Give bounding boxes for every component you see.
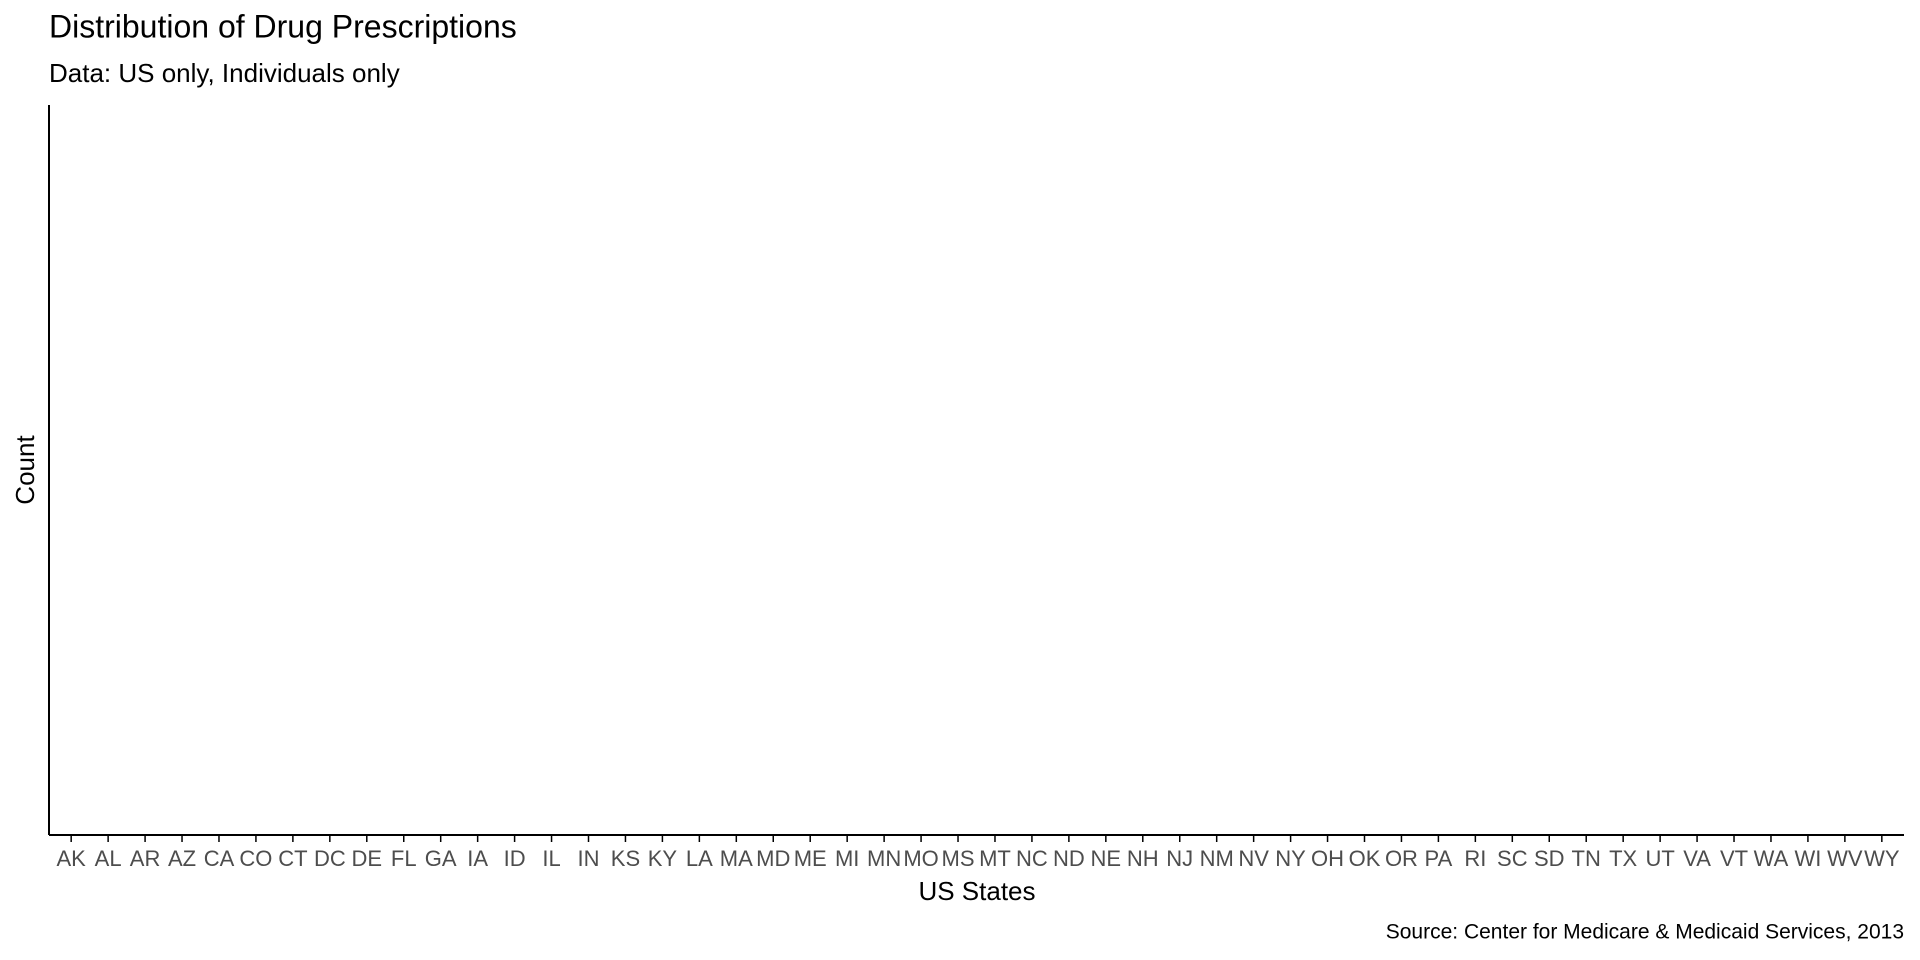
x-tick-label: NE	[1091, 846, 1122, 871]
x-tick-label: DC	[314, 846, 346, 871]
x-tick-label: WA	[1754, 846, 1789, 871]
x-tick-label: OR	[1385, 846, 1418, 871]
x-tick-label: LA	[686, 846, 713, 871]
x-tick-label: IA	[467, 846, 488, 871]
x-tick-label: ND	[1053, 846, 1085, 871]
x-tick-label: UT	[1645, 846, 1674, 871]
x-tick-label: PA	[1425, 846, 1453, 871]
x-tick-label: SC	[1497, 846, 1528, 871]
x-tick-label: AL	[95, 846, 122, 871]
x-tick-label: FL	[391, 846, 417, 871]
x-tick-label: RI	[1464, 846, 1486, 871]
x-tick-label: WY	[1864, 846, 1900, 871]
x-axis-title: US States	[918, 876, 1035, 906]
x-tick-label: TX	[1609, 846, 1637, 871]
x-tick-label: MO	[903, 846, 938, 871]
x-tick-label: NY	[1275, 846, 1306, 871]
x-tick-label: KY	[648, 846, 678, 871]
x-tick-label: NC	[1016, 846, 1048, 871]
x-tick-label: MD	[756, 846, 790, 871]
x-tick-label: NH	[1127, 846, 1159, 871]
x-tick-label: KS	[611, 846, 640, 871]
chart-subtitle: Data: US only, Individuals only	[49, 58, 400, 88]
x-tick-label: AR	[130, 846, 161, 871]
x-tick-label: OH	[1311, 846, 1344, 871]
x-tick-label: MI	[835, 846, 859, 871]
y-axis-title: Count	[10, 435, 40, 505]
x-tick-label: MT	[979, 846, 1011, 871]
x-tick-label: GA	[425, 846, 457, 871]
x-tick-label: AZ	[168, 846, 196, 871]
x-tick-label: OK	[1349, 846, 1381, 871]
x-tick-label: CO	[239, 846, 272, 871]
x-tick-label: IN	[578, 846, 600, 871]
x-tick-label: NM	[1200, 846, 1234, 871]
caption: Source: Center for Medicare & Medicaid S…	[1386, 921, 1904, 944]
x-tick-label: TN	[1572, 846, 1601, 871]
x-tick-label: NJ	[1166, 846, 1193, 871]
x-tick-label: MA	[720, 846, 753, 871]
x-tick-label: MN	[867, 846, 901, 871]
x-tick-label: SD	[1534, 846, 1565, 871]
x-tick-label: WI	[1794, 846, 1821, 871]
x-tick-label: CA	[204, 846, 235, 871]
x-tick-label: AK	[56, 846, 86, 871]
x-tick-label: MS	[942, 846, 975, 871]
x-tick-label: CT	[278, 846, 307, 871]
x-tick-label: DE	[352, 846, 383, 871]
x-tick-label: IL	[542, 846, 560, 871]
x-tick-label: ME	[794, 846, 827, 871]
x-tick-label: VT	[1720, 846, 1748, 871]
x-tick-label: ID	[504, 846, 526, 871]
x-tick-label: WV	[1827, 846, 1863, 871]
x-tick-label: VA	[1683, 846, 1711, 871]
chart-title: Distribution of Drug Prescriptions	[49, 8, 517, 44]
x-tick-label: NV	[1238, 846, 1269, 871]
